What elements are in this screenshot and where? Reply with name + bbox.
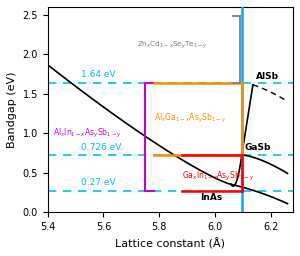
Text: Al$_x$Ga$_{1-x}$As$_y$Sb$_{1-y}$: Al$_x$Ga$_{1-x}$As$_y$Sb$_{1-y}$ bbox=[154, 112, 226, 125]
Text: Ga$_x$In$_{1-x}$As$_y$Sb$_{1-y}$: Ga$_x$In$_{1-x}$As$_y$Sb$_{1-y}$ bbox=[182, 169, 254, 183]
Text: AlSb: AlSb bbox=[256, 72, 279, 81]
Text: InAs: InAs bbox=[200, 193, 222, 202]
Text: Al$_x$In$_{1-x}$As$_y$Sb$_{1-y}$: Al$_x$In$_{1-x}$As$_y$Sb$_{1-y}$ bbox=[53, 127, 122, 140]
Text: GaSb: GaSb bbox=[244, 143, 271, 152]
Text: 0.27 eV: 0.27 eV bbox=[81, 178, 116, 187]
Y-axis label: Bandgap (eV): Bandgap (eV) bbox=[7, 71, 17, 148]
Text: 0.726 eV: 0.726 eV bbox=[81, 143, 122, 152]
X-axis label: Lattice constant (Å): Lattice constant (Å) bbox=[116, 238, 225, 249]
Text: 1.64 eV: 1.64 eV bbox=[81, 70, 116, 79]
Text: Zn$_x$Cd$_{1-x}$Se$_y$Te$_{1-y}$: Zn$_x$Cd$_{1-x}$Se$_y$Te$_{1-y}$ bbox=[137, 39, 208, 51]
